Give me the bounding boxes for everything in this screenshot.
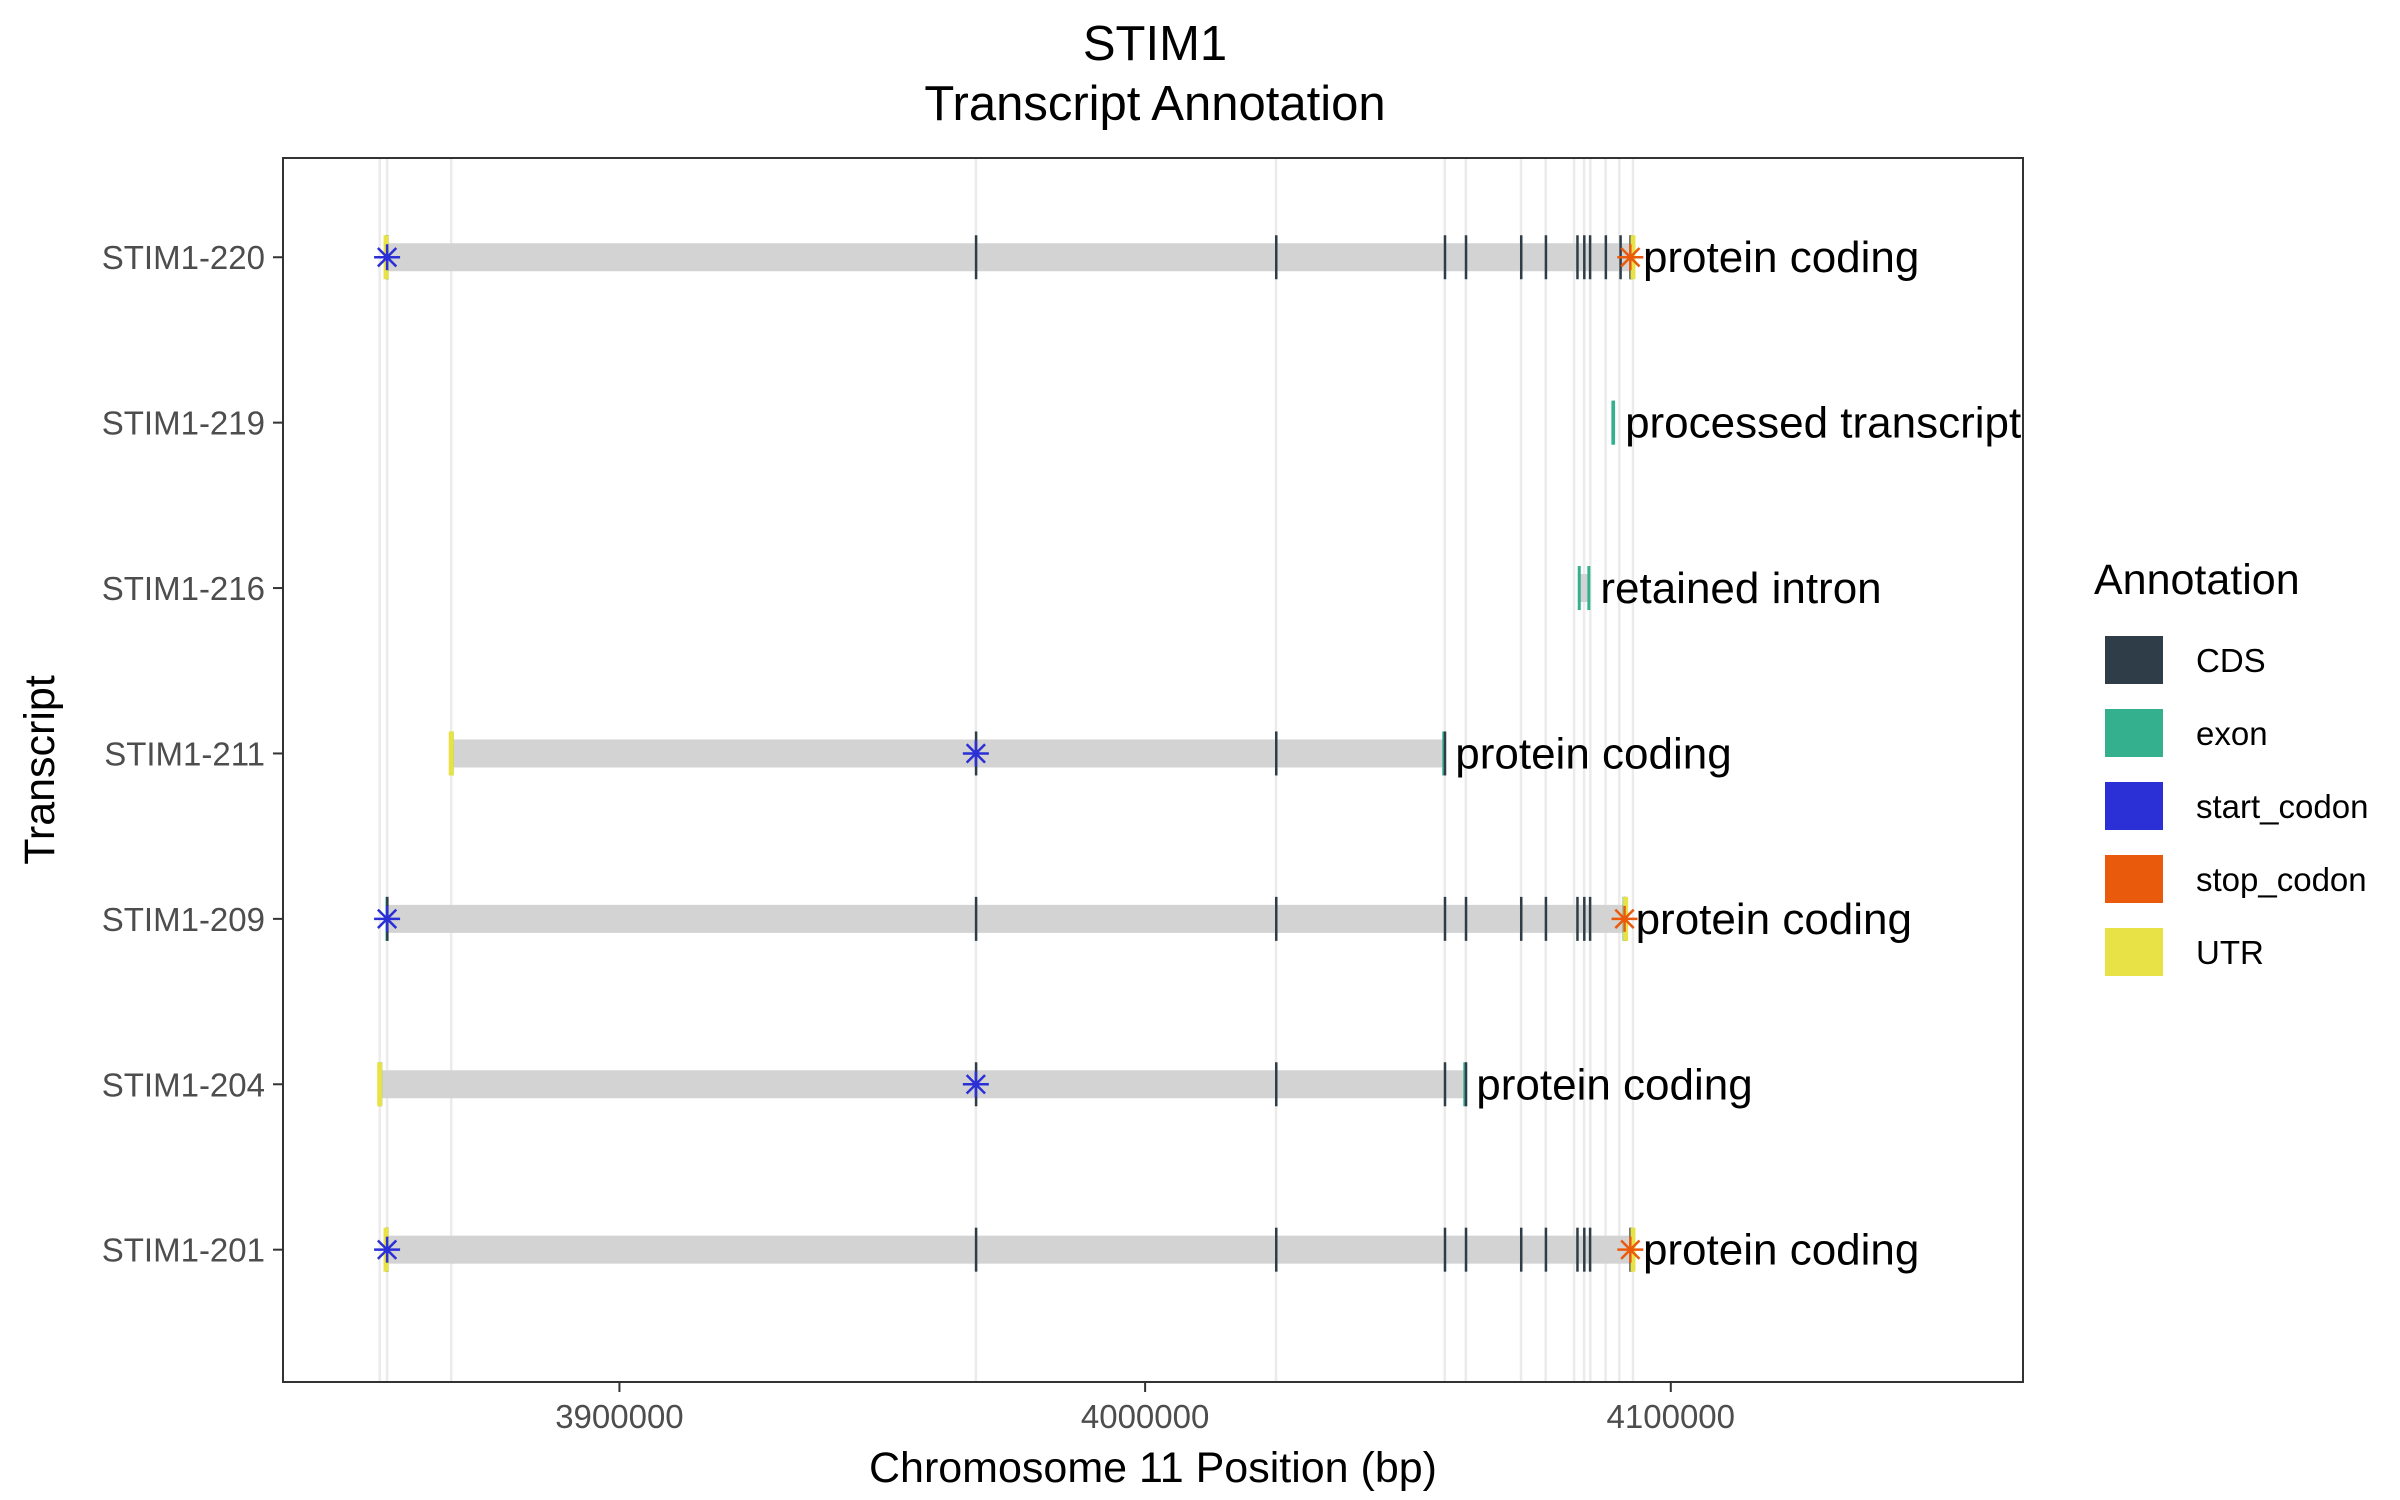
x-axis-title: Chromosome 11 Position (bp): [869, 1444, 1437, 1492]
cds-mark: [1588, 235, 1592, 280]
codon-markers: [374, 244, 1644, 1263]
y-axis-title: Transcript: [16, 675, 64, 865]
cds-mark: [1544, 1227, 1548, 1272]
biotype-label: protein coding: [1476, 1060, 1752, 1109]
chart-subtitle: Transcript Annotation: [924, 77, 1385, 131]
stop-codon-marker: [1617, 244, 1644, 271]
stop-codon-marker: [1611, 905, 1638, 932]
y-tick-label: STIM1-220: [102, 239, 265, 276]
y-tick-label: STIM1-216: [102, 570, 265, 607]
cds-mark: [1588, 896, 1592, 941]
cds-mark: [1443, 235, 1447, 280]
legend-swatch: [2105, 636, 2163, 684]
cds-mark: [1443, 896, 1447, 941]
cds-mark: [1583, 235, 1586, 280]
transcript-body: [385, 243, 1633, 272]
legend-title: Annotation: [2094, 556, 2300, 604]
cds-mark: [974, 235, 978, 280]
transcript-body: [385, 904, 1626, 933]
y-tick-label: STIM1-204: [102, 1066, 265, 1103]
cds-mark: [1464, 896, 1468, 941]
cds-mark: [1576, 1227, 1579, 1272]
utr-mark: [448, 731, 454, 776]
cds-mark: [1275, 896, 1278, 941]
cds-mark: [1464, 235, 1468, 280]
cds-mark: [1443, 1227, 1447, 1272]
y-tick-label: STIM1-219: [102, 405, 265, 442]
biotype-label: protein coding: [1455, 729, 1731, 778]
legend-swatch: [2105, 855, 2163, 903]
legend-label: start_codon: [2196, 788, 2368, 825]
x-axis: 3900000 4000000 4100000: [555, 1382, 1735, 1435]
y-tick-label: STIM1-201: [102, 1232, 265, 1269]
exon-mark: [1587, 566, 1591, 611]
cds-mark: [1443, 1062, 1447, 1107]
y-axis: STIM1-220 STIM1-219 STIM1-216 STIM1-211 STIM…: [102, 239, 283, 1269]
start-codon-marker: [962, 740, 989, 767]
stop-codon-marker: [1617, 1236, 1644, 1263]
cds-mark: [1519, 235, 1523, 280]
cds-mark: [1275, 235, 1278, 280]
cds-mark: [1576, 235, 1579, 280]
biotype-label: retained intron: [1600, 564, 1881, 613]
legend-swatch: [2105, 928, 2163, 976]
exon-mark: [1577, 566, 1581, 611]
cds-mark: [1275, 731, 1278, 776]
transcript-body: [450, 739, 1446, 768]
cds-mark: [1443, 731, 1447, 776]
cds-mark: [1275, 1227, 1278, 1272]
cds-mark: [1604, 235, 1608, 280]
start-codon-marker: [374, 244, 401, 271]
cds-mark: [1544, 896, 1548, 941]
transcript-body: [1577, 574, 1591, 603]
exon-mark: [1612, 400, 1616, 445]
legend-label: CDS: [2196, 642, 2266, 679]
cds-mark: [1519, 1227, 1523, 1272]
legend-label: stop_codon: [2196, 861, 2367, 898]
cds-mark: [1464, 1062, 1468, 1107]
legend-items: CDS exon start_codon stop_codon UTR: [2105, 636, 2368, 976]
cds-mark: [1576, 896, 1579, 941]
legend: Annotation CDS exon start_codon stop_codon U…: [2094, 556, 2368, 976]
legend-swatch: [2105, 782, 2163, 830]
cds-mark: [974, 896, 978, 941]
biotype-label: processed transcript: [1625, 399, 2021, 448]
cds-mark: [1519, 896, 1523, 941]
cds-mark: [1275, 1062, 1278, 1107]
x-tick-label: 4000000: [1081, 1398, 1209, 1435]
cds-mark: [974, 1227, 978, 1272]
cds-mark: [1588, 1227, 1592, 1272]
start-codon-marker: [374, 1236, 401, 1263]
x-tick-label: 4100000: [1607, 1398, 1735, 1435]
start-codon-marker: [962, 1071, 989, 1098]
transcript-body: [379, 1070, 1467, 1099]
utr-mark: [377, 1062, 383, 1107]
x-tick-label: 3900000: [555, 1398, 683, 1435]
cds-mark: [1583, 1227, 1586, 1272]
cds-mark: [1464, 1227, 1468, 1272]
plot-panel-border: [282, 157, 2024, 1383]
cds-mark: [1583, 896, 1586, 941]
biotype-labels: protein coding processed transcript retain…: [1455, 233, 2021, 1274]
legend-swatch: [2105, 709, 2163, 757]
cds-mark: [1544, 235, 1548, 280]
legend-label: exon: [2196, 715, 2268, 752]
biotype-label: protein coding: [1636, 895, 1912, 944]
y-tick-label: STIM1-211: [104, 735, 265, 772]
legend-label: UTR: [2196, 934, 2264, 971]
transcript-tracks: [377, 235, 1636, 1272]
transcript-body: [385, 1235, 1633, 1264]
biotype-label: protein coding: [1643, 233, 1919, 282]
chart-title: STIM1: [1083, 17, 1227, 71]
y-tick-label: STIM1-209: [102, 901, 265, 938]
start-codon-marker: [374, 905, 401, 932]
biotype-label: protein coding: [1643, 1226, 1919, 1275]
